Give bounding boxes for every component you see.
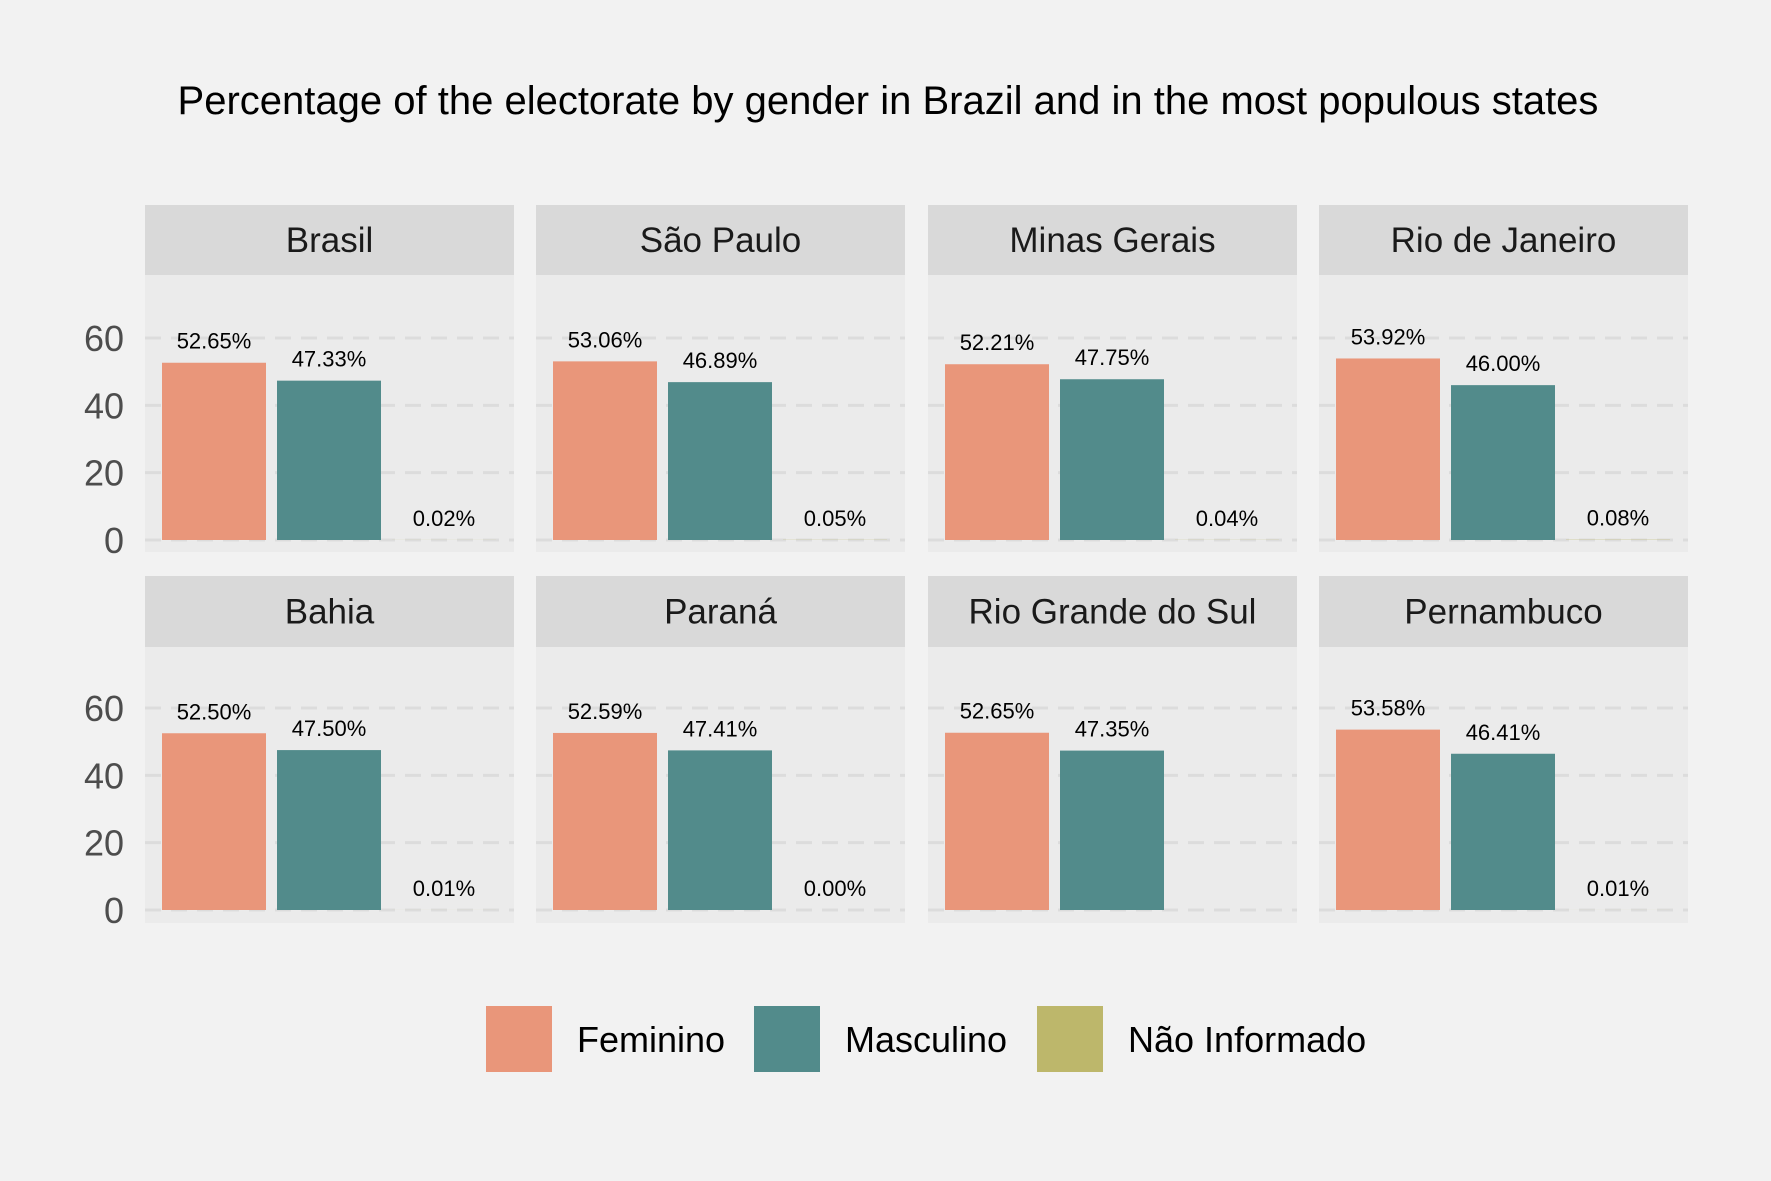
data-label: 52.21% <box>960 330 1035 355</box>
facet-strip <box>1319 205 1688 275</box>
data-label: 0.04% <box>1196 506 1258 531</box>
bar-feminino <box>1336 358 1440 540</box>
data-label: 52.59% <box>568 699 643 724</box>
facet-strip <box>145 576 514 647</box>
bar-masculino <box>277 380 381 540</box>
facet-strip <box>928 576 1297 647</box>
bar-masculino <box>668 750 772 910</box>
data-label: 47.33% <box>292 347 367 372</box>
facet-brasil: Brasil 52.65% 47.33% 0.02% 0 20 40 60 <box>84 205 514 561</box>
data-label: 47.50% <box>292 716 367 741</box>
data-label: 46.41% <box>1466 720 1541 745</box>
facet-strip-label: Paraná <box>664 593 777 632</box>
bar-masculino <box>1060 750 1164 910</box>
bar-feminino <box>1336 729 1440 910</box>
facet-strip-label: São Paulo <box>640 221 802 260</box>
bar-masculino <box>1060 379 1164 540</box>
bar-masculino <box>1451 753 1555 910</box>
data-label: 53.06% <box>568 327 643 352</box>
facet-strip-label: Pernambuco <box>1404 593 1602 632</box>
data-label: 53.58% <box>1351 696 1426 721</box>
chart-title: Percentage of the electorate by gender i… <box>178 79 1599 123</box>
y-tick-label: 0 <box>104 890 124 931</box>
facet-strip-label: Rio de Janeiro <box>1391 221 1617 260</box>
bar-masculino <box>1451 385 1555 540</box>
data-label: 0.00% <box>804 876 866 901</box>
facet-strip-label: Brasil <box>286 221 374 260</box>
data-label: 47.41% <box>683 716 758 741</box>
facet-pernambuco: Pernambuco 53.58% 46.41% 0.01% <box>1319 576 1688 923</box>
facet-strip-label: Rio Grande do Sul <box>969 593 1257 632</box>
y-tick-label: 20 <box>84 823 124 864</box>
bar-feminino <box>945 364 1049 540</box>
bar-feminino <box>553 732 657 910</box>
bar-feminino <box>553 361 657 540</box>
facet-panels: Brasil 52.65% 47.33% 0.02% 0 20 40 60 São Paulo 5… <box>84 205 1688 931</box>
y-tick-label: 0 <box>104 520 124 561</box>
bar-feminino <box>945 732 1049 910</box>
y-tick-label: 40 <box>84 755 124 796</box>
data-label: 0.05% <box>804 506 866 531</box>
data-label: 0.02% <box>413 506 475 531</box>
bar-feminino <box>162 733 266 910</box>
data-label: 52.65% <box>177 329 252 354</box>
data-label: 46.89% <box>683 348 758 373</box>
legend-item-feminino: Feminino <box>486 1006 725 1072</box>
facet-minas-gerais: Minas Gerais 52.21% 47.75% 0.04% <box>928 205 1297 552</box>
y-tick-label: 40 <box>84 385 124 426</box>
data-label: 0.01% <box>1587 876 1649 901</box>
facet-rio-de-janeiro: Rio de Janeiro 53.92% 46.00% 0.08% <box>1319 205 1688 552</box>
facet-strip <box>145 205 514 275</box>
facet-strip <box>536 205 905 275</box>
facet-strip-label: Minas Gerais <box>1009 221 1215 260</box>
legend-swatch <box>754 1006 820 1072</box>
data-label: 52.65% <box>960 699 1035 724</box>
legend-swatch <box>1037 1006 1103 1072</box>
facet-rio-grande-do-sul: Rio Grande do Sul 52.65% 47.35% <box>928 576 1297 923</box>
legend-item-nao-informado: Não Informado <box>1037 1006 1366 1072</box>
data-label: 47.75% <box>1075 345 1150 370</box>
facet-bahia: Bahia 52.50% 47.50% 0.01% 0 20 40 60 <box>84 576 514 931</box>
legend-label: Masculino <box>845 1019 1007 1060</box>
legend-item-masculino: Masculino <box>754 1006 1007 1072</box>
legend: Feminino Masculino Não Informado <box>486 1006 1366 1072</box>
data-label: 47.35% <box>1075 717 1150 742</box>
data-label: 46.00% <box>1466 351 1541 376</box>
facet-parana: Paraná 52.59% 47.41% 0.00% <box>536 576 905 923</box>
legend-swatch <box>486 1006 552 1072</box>
data-label: 0.08% <box>1587 506 1649 531</box>
legend-label: Não Informado <box>1128 1019 1366 1060</box>
y-tick-label: 60 <box>84 318 124 359</box>
facet-strip <box>1319 576 1688 647</box>
data-label: 52.50% <box>177 699 252 724</box>
y-tick-label: 20 <box>84 453 124 494</box>
facet-strip-label: Bahia <box>285 593 375 632</box>
y-tick-label: 60 <box>84 688 124 729</box>
bar-masculino <box>668 382 772 540</box>
bar-feminino <box>162 362 266 540</box>
data-label: 0.01% <box>413 876 475 901</box>
data-label: 53.92% <box>1351 324 1426 349</box>
facet-sao-paulo: São Paulo 53.06% 46.89% 0.05% <box>536 205 905 552</box>
legend-label: Feminino <box>577 1019 725 1060</box>
bar-masculino <box>277 750 381 910</box>
facet-strip <box>536 576 905 647</box>
facet-strip <box>928 205 1297 275</box>
